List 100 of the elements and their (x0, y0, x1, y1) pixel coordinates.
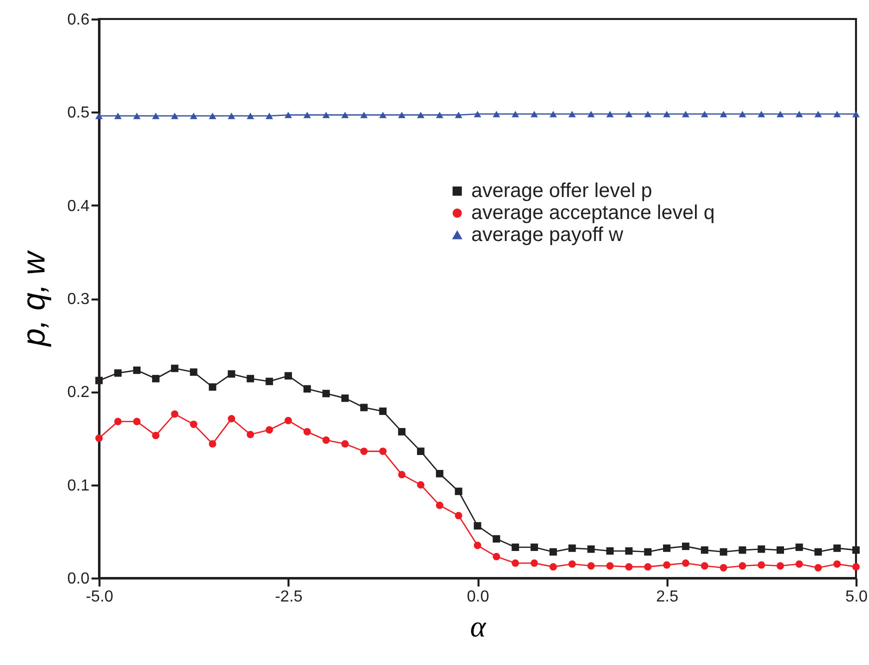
point (530, 559, 538, 567)
point (190, 420, 198, 428)
y-tick-label: 0.1 (67, 477, 90, 494)
x-tick-label: 0.0 (466, 588, 490, 606)
point (568, 544, 576, 552)
point (512, 110, 520, 118)
y-tick-label: 0.0 (67, 570, 90, 588)
point (587, 110, 595, 118)
point (663, 110, 670, 118)
point (549, 548, 557, 556)
point (379, 112, 387, 118)
x-axis-title: α (470, 610, 488, 644)
y-tick-label: 0.5 (67, 104, 90, 122)
point (682, 542, 690, 550)
point (606, 562, 614, 570)
point (814, 110, 822, 118)
point (284, 416, 292, 424)
point (549, 110, 557, 118)
point (303, 385, 311, 393)
point (436, 112, 444, 118)
point (796, 544, 803, 551)
point (738, 110, 746, 118)
point (644, 548, 652, 556)
point (152, 432, 160, 440)
point (360, 448, 368, 455)
point (720, 564, 728, 572)
point (833, 560, 841, 568)
point (700, 546, 708, 554)
point (682, 110, 690, 118)
point (663, 561, 670, 569)
point (303, 112, 311, 118)
point (720, 548, 728, 556)
point (266, 378, 274, 386)
y-tick-label: 0.4 (67, 198, 90, 215)
point (852, 546, 860, 554)
y-axis-title: p, q, w (15, 250, 52, 348)
point (530, 110, 538, 118)
point (512, 559, 520, 567)
x-tick-label: 2.5 (656, 588, 678, 606)
point (190, 368, 198, 376)
point (492, 552, 500, 560)
point (833, 544, 841, 552)
point (398, 428, 406, 436)
point (95, 112, 103, 120)
point (417, 481, 424, 489)
point (208, 440, 216, 448)
point (379, 448, 387, 455)
point (190, 112, 198, 120)
point (454, 112, 462, 118)
legend-label: average offer level p (471, 180, 652, 202)
point (814, 548, 822, 556)
point (833, 110, 841, 118)
point (170, 112, 178, 120)
point (738, 546, 746, 554)
point (492, 535, 500, 543)
point (303, 428, 311, 436)
point (644, 563, 652, 571)
point (644, 110, 652, 118)
legend-label: average payoff w (471, 224, 624, 246)
point (398, 112, 406, 118)
point (228, 414, 236, 422)
point (417, 448, 424, 455)
point (738, 562, 746, 570)
point (266, 112, 274, 120)
point (284, 112, 292, 118)
point (776, 546, 784, 554)
point (758, 561, 766, 569)
point (436, 502, 444, 510)
point (152, 374, 160, 382)
point (114, 112, 122, 120)
point (625, 563, 633, 571)
point (606, 110, 614, 118)
point (587, 545, 595, 553)
point (758, 110, 766, 118)
point (417, 112, 424, 118)
point (341, 440, 349, 448)
point (208, 112, 216, 120)
point (796, 110, 803, 118)
point (663, 544, 670, 552)
point (587, 562, 595, 570)
point (246, 430, 254, 438)
point (814, 564, 822, 572)
point (758, 545, 766, 553)
point (133, 418, 141, 426)
point (114, 369, 122, 377)
point (796, 560, 803, 568)
point (133, 112, 141, 120)
point (284, 372, 292, 380)
point (114, 418, 122, 426)
point (133, 366, 141, 374)
y-tick-label: 0.3 (67, 291, 90, 308)
point (776, 110, 784, 118)
point (474, 542, 482, 550)
point (322, 112, 330, 118)
y-tick-label: 0.2 (67, 384, 90, 402)
point (454, 488, 462, 496)
legend-label: average acceptance level q (471, 202, 715, 224)
point (436, 470, 444, 478)
x-tick-label: 5.0 (845, 588, 868, 606)
x-tick-label: -2.5 (274, 588, 303, 606)
